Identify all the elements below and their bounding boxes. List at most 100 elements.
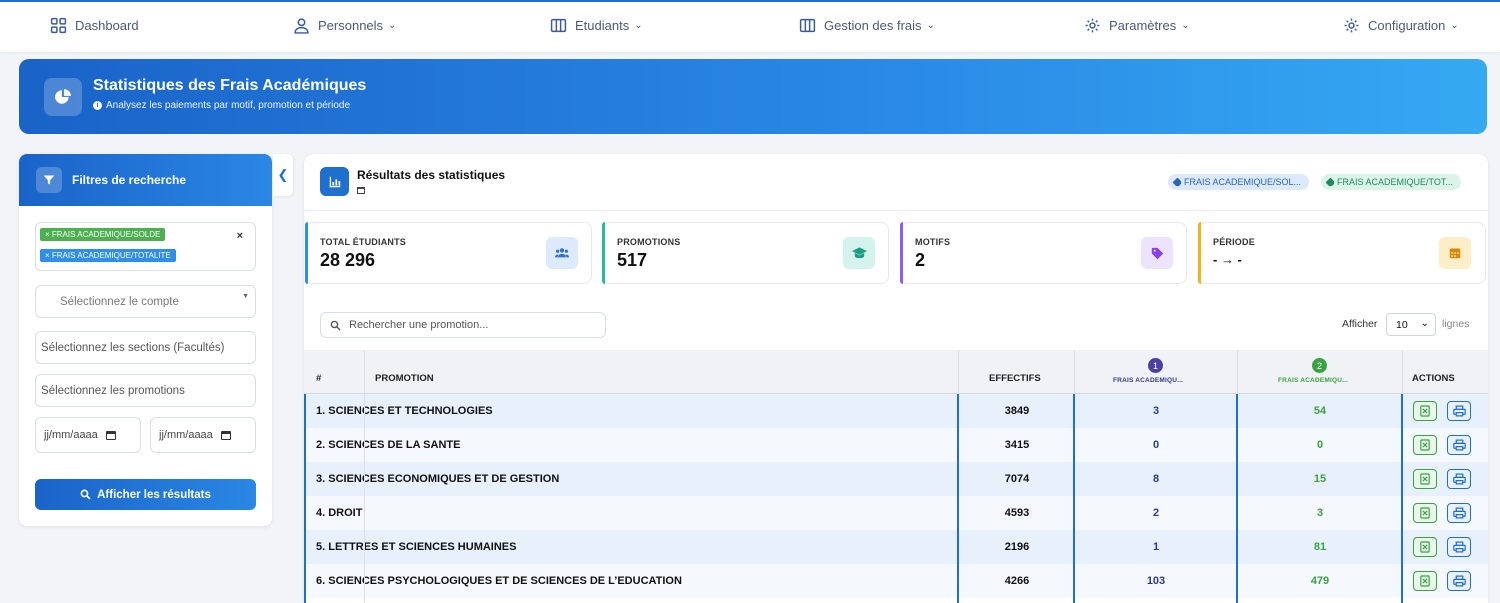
excel-icon bbox=[1420, 507, 1430, 519]
stat-label: TOTAL ÉTUDIANTS bbox=[320, 237, 406, 247]
filter-icon bbox=[36, 167, 62, 193]
table-header: # PROMOTION EFFECTIFS 1 FRAIS ACADEMIQU.… bbox=[304, 350, 1488, 394]
print-icon bbox=[1452, 575, 1466, 587]
nav-etudiants[interactable]: Etudiants ⌄ bbox=[550, 17, 643, 34]
motif-1-cell: 103 bbox=[1146, 575, 1166, 587]
motif-1-cell: 8 bbox=[1152, 473, 1160, 485]
export-excel-button[interactable] bbox=[1413, 571, 1437, 591]
col-motif-1-header: FRAIS ACADEMIQU... bbox=[1113, 377, 1184, 384]
date-to-placeholder: jj/mm/aaaa bbox=[159, 429, 213, 441]
page-subtitle: i Analysez les paiements par motif, prom… bbox=[93, 100, 350, 111]
promotions-select[interactable]: Sélectionnez les promotions bbox=[35, 374, 256, 407]
nav-configuration[interactable]: Configuration ⌄ bbox=[1343, 17, 1459, 34]
gear-icon bbox=[1344, 18, 1359, 33]
table-row[interactable]: 5. LETTRES ET SCIENCES HUMAINES 2196 1 81 bbox=[306, 530, 1488, 564]
nav-configuration-label: Configuration bbox=[1368, 18, 1446, 33]
export-excel-button[interactable] bbox=[1413, 537, 1437, 557]
chevron-down-icon: ⌄ bbox=[388, 20, 397, 31]
filters-panel: Filtres de recherche × FRAIS ACADEMIQUE/… bbox=[19, 154, 272, 526]
table-row[interactable]: 2. SCIENCES DE LA SANTE 3415 0 0 bbox=[306, 428, 1488, 462]
account-select-placeholder: Sélectionnez le compte bbox=[60, 295, 179, 308]
export-excel-button[interactable] bbox=[1413, 469, 1437, 489]
date-from-input[interactable]: jj/mm/aaaa bbox=[35, 417, 141, 453]
export-excel-button[interactable] bbox=[1413, 401, 1437, 421]
selected-motif-tag[interactable]: × FRAIS ACADEMIQUE/TOTALITE bbox=[40, 249, 176, 262]
nav-gestion-frais-label: Gestion des frais bbox=[824, 18, 922, 33]
account-select[interactable]: Sélectionnez le compte ▼ bbox=[35, 285, 256, 318]
bar-chart-icon bbox=[320, 167, 349, 196]
calendar-icon[interactable] bbox=[105, 430, 116, 440]
table-row[interactable]: 1. SCIENCES ET TECHNOLOGIES 3849 3 54 bbox=[306, 394, 1488, 428]
table-row[interactable]: 6. SCIENCES PSYCHOLOGIQUES ET DE SCIENCE… bbox=[306, 564, 1488, 598]
promotion-cell: 6. SCIENCES PSYCHOLOGIQUES ET DE SCIENCE… bbox=[316, 575, 682, 587]
export-excel-button[interactable] bbox=[1413, 503, 1437, 523]
stat-card-promotions: PROMOTIONS 517 bbox=[602, 222, 889, 284]
accent-bar bbox=[900, 222, 903, 284]
sections-select[interactable]: Sélectionnez les sections (Facultés) bbox=[35, 331, 256, 364]
calendar-icon bbox=[1439, 237, 1471, 269]
accent-bar bbox=[1198, 222, 1201, 284]
nav-personnels[interactable]: Personnels ⌄ bbox=[293, 17, 396, 34]
column-divider bbox=[958, 350, 959, 394]
column-highlight-border bbox=[1073, 394, 1075, 603]
print-icon bbox=[1452, 473, 1466, 485]
excel-icon bbox=[1420, 575, 1430, 587]
pie-chart-icon bbox=[44, 78, 82, 116]
columns-icon bbox=[550, 18, 567, 33]
motif-2-cell: 479 bbox=[1310, 575, 1330, 587]
print-button[interactable] bbox=[1447, 469, 1471, 489]
print-icon bbox=[1452, 507, 1466, 519]
motif-chip-label: FRAIS ACADEMIQUE/SOL... bbox=[1184, 177, 1302, 187]
motif-multiselect[interactable]: × FRAIS ACADEMIQUE/SOLDE × FRAIS ACADEMI… bbox=[35, 222, 256, 271]
date-to-input[interactable]: jj/mm/aaaa bbox=[150, 417, 256, 453]
user-icon bbox=[294, 18, 309, 34]
motif-2-cell: 0 bbox=[1316, 439, 1324, 451]
print-button[interactable] bbox=[1447, 435, 1471, 455]
stat-label: MOTIFS bbox=[915, 237, 951, 247]
nav-parametres[interactable]: Paramètres ⌄ bbox=[1084, 17, 1190, 34]
row-highlight-border bbox=[304, 394, 306, 603]
promotion-cell: 4. DROIT bbox=[316, 507, 363, 519]
collapse-filters-button[interactable]: ❮ bbox=[273, 154, 293, 196]
graduation-cap-icon bbox=[843, 237, 875, 269]
results-panel: Résultats des statistiques FRAIS ACADEMI… bbox=[304, 154, 1488, 603]
page-subtitle-text: Analysez les paiements par motif, promot… bbox=[106, 100, 351, 111]
col-index-header: # bbox=[316, 373, 322, 384]
nav-dashboard-label: Dashboard bbox=[75, 18, 139, 33]
calendar-icon[interactable] bbox=[220, 430, 231, 440]
promotion-cell: 2. SCIENCES DE LA SANTE bbox=[316, 439, 461, 451]
promotion-cell: 5. LETTRES ET SCIENCES HUMAINES bbox=[316, 541, 517, 553]
page-size-select[interactable]: 10 ⌄ bbox=[1386, 313, 1436, 336]
selected-motif-tag[interactable]: × FRAIS ACADEMIQUE/SOLDE bbox=[40, 228, 166, 241]
stat-value: - → - bbox=[1213, 252, 1242, 267]
chevron-down-icon: ⌄ bbox=[1181, 20, 1190, 31]
print-button[interactable] bbox=[1447, 537, 1471, 557]
show-results-button[interactable]: Afficher les résultats bbox=[35, 479, 256, 510]
clear-selection-icon[interactable]: × bbox=[236, 230, 243, 242]
effectifs-cell: 4593 bbox=[1004, 507, 1030, 519]
effectifs-cell: 3849 bbox=[1004, 405, 1030, 417]
print-button[interactable] bbox=[1447, 571, 1471, 591]
excel-icon bbox=[1420, 541, 1430, 553]
stat-label: PÉRIODE bbox=[1213, 237, 1255, 247]
chevron-left-icon: ❮ bbox=[277, 167, 289, 182]
chevron-down-icon: ⌄ bbox=[1420, 318, 1429, 329]
chevron-down-icon: ⌄ bbox=[634, 20, 643, 31]
page-title: Statistiques des Frais Académiques bbox=[93, 77, 367, 94]
caret-down-icon: ▼ bbox=[242, 293, 249, 300]
motif-1-badge: 1 bbox=[1148, 358, 1163, 373]
print-button[interactable] bbox=[1447, 503, 1471, 523]
page-header-banner: Statistiques des Frais Académiques i Ana… bbox=[19, 59, 1487, 134]
table-row[interactable]: 3. SCIENCES ECONOMIQUES ET DE GESTION 707… bbox=[306, 462, 1488, 496]
print-button[interactable] bbox=[1447, 401, 1471, 421]
nav-dashboard[interactable]: Dashboard bbox=[50, 17, 139, 34]
effectifs-cell: 3415 bbox=[1004, 439, 1030, 451]
nav-gestion-frais[interactable]: Gestion des frais ⌄ bbox=[799, 17, 935, 34]
table-row[interactable]: 4. DROIT 4593 2 3 bbox=[306, 496, 1488, 530]
promotion-search-input[interactable]: Rechercher une promotion... bbox=[320, 312, 606, 338]
stat-label: PROMOTIONS bbox=[617, 237, 681, 247]
divider bbox=[304, 210, 1488, 211]
column-divider bbox=[364, 350, 365, 603]
excel-icon bbox=[1420, 405, 1430, 417]
export-excel-button[interactable] bbox=[1413, 435, 1437, 455]
